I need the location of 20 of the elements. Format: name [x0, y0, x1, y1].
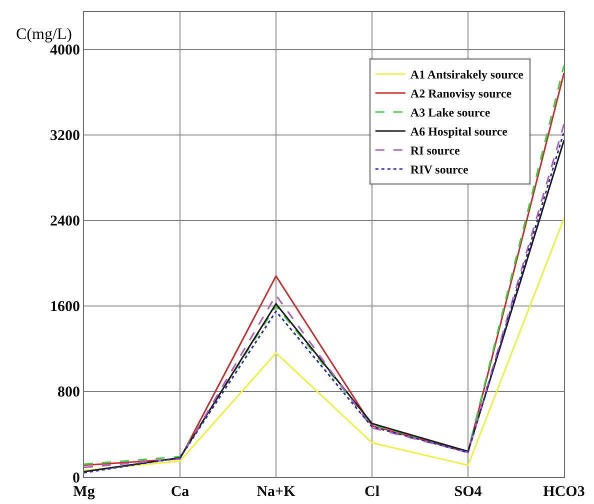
legend-label: A2 Ranovisy source — [410, 86, 512, 101]
legend-label: RI source — [410, 144, 461, 158]
y-tick-label: 800 — [58, 384, 80, 401]
y-tick-label: 3200 — [50, 128, 80, 144]
y-tick-label: 2400 — [50, 214, 80, 230]
y-tick-label: 4000 — [50, 42, 80, 59]
x-tick-label: Cl — [364, 484, 380, 500]
y-tick-label: 0 — [72, 470, 80, 486]
x-tick-label: Na+K — [256, 484, 296, 500]
legend-label: A6 Hospital source — [410, 124, 508, 139]
x-tick-label: Ca — [170, 484, 190, 500]
y-axis-title: C(mg/L) — [16, 26, 72, 43]
x-tick-label: SO4 — [454, 484, 482, 500]
line-series — [84, 218, 564, 472]
x-tick-label: HCO3 — [543, 484, 585, 500]
legend-label: RIV source — [410, 162, 469, 177]
legend-label: A3 Lake source — [410, 106, 491, 120]
y-tick-label: 1600 — [50, 299, 80, 316]
x-tick-label: Mg — [73, 484, 96, 500]
legend-label: A1 Antsirakely source — [410, 68, 524, 82]
